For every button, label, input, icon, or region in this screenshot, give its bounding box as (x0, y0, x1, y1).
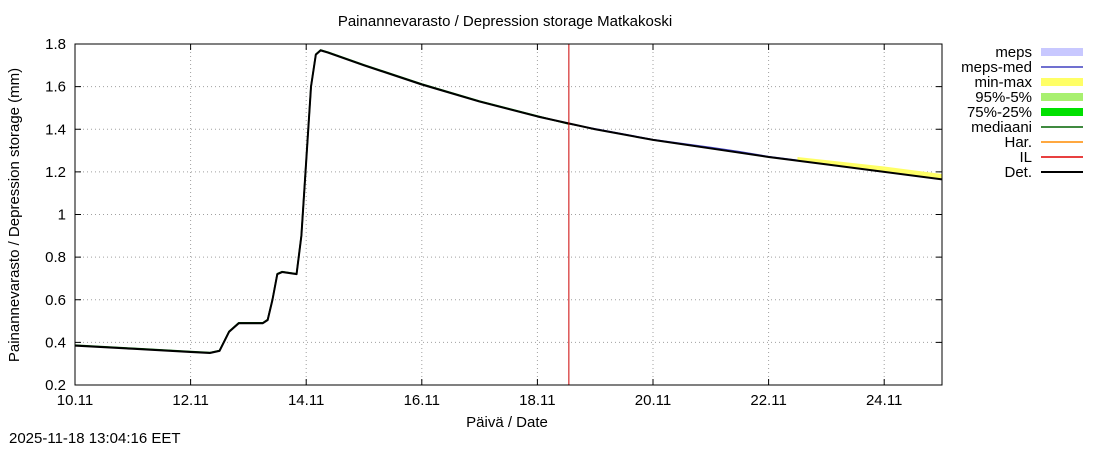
x-tick-label: 10.11 (57, 392, 93, 409)
series-line-mediaani (74, 49, 569, 354)
legend-label: min-max (974, 74, 1032, 91)
y-tick-label: 0.8 (45, 249, 66, 266)
y-tick-label: 1 (58, 207, 66, 224)
x-tick-label: 12.11 (172, 392, 208, 409)
legend-label: mediaani (971, 119, 1032, 136)
x-tick-label: 24.11 (866, 392, 902, 409)
legend-swatch (1041, 48, 1083, 56)
legend-swatch (1041, 108, 1083, 116)
legend-swatch (1041, 78, 1083, 86)
legend-label: 75%-25% (967, 104, 1032, 121)
y-tick-label: 1.4 (45, 121, 66, 138)
y-axis-label: Painannevarasto / Depression storage (mm… (6, 68, 23, 362)
tick-layer: 0.2 0.4 0.6 0.8 1 1.2 1.4 1.6 1.8 10.11 12.11 14.11… (45, 36, 942, 409)
series-line-det (74, 49, 943, 355)
y-tick-label: 0.2 (45, 377, 66, 394)
x-tick-label: 18.11 (519, 392, 555, 409)
chart-title: Painannevarasto / Depression storage Mat… (338, 13, 672, 30)
legend-label: Har. (1004, 134, 1032, 151)
legend-label: 95%-5% (975, 89, 1032, 106)
legend-swatch (1041, 93, 1083, 101)
x-tick-label: 22.11 (750, 392, 786, 409)
x-tick-label: 14.11 (288, 392, 324, 409)
legend-label: meps-med (961, 59, 1032, 76)
y-tick-label: 0.6 (45, 292, 66, 309)
y-tick-label: 1.2 (45, 164, 66, 181)
grid-layer (75, 44, 942, 385)
y-tick-label: 0.4 (45, 334, 66, 351)
timestamp: 2025-11-18 13:04:16 EET (9, 430, 181, 447)
x-tick-label: 20.11 (635, 392, 671, 409)
series-layer (74, 49, 943, 355)
y-tick-label: 1.6 (45, 79, 66, 96)
legend-label: IL (1019, 149, 1032, 166)
legend: mepsmeps-medmin-max95%-5%75%-25%mediaani… (961, 44, 1083, 181)
legend-label: Det. (1004, 164, 1032, 181)
x-tick-label: 16.11 (404, 392, 440, 409)
x-axis-label: Päivä / Date (466, 414, 548, 431)
legend-label: meps (995, 44, 1032, 61)
y-tick-label: 1.8 (45, 36, 66, 53)
